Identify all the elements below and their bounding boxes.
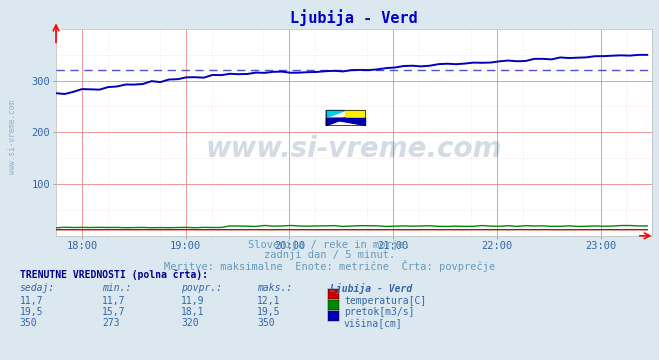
Text: 18,1: 18,1 [181, 307, 205, 317]
Text: 11,7: 11,7 [20, 296, 43, 306]
Text: sedaj:: sedaj: [20, 283, 55, 293]
Text: 273: 273 [102, 318, 120, 328]
Polygon shape [326, 118, 364, 125]
Text: 12,1: 12,1 [257, 296, 281, 306]
Polygon shape [326, 111, 345, 118]
Text: www.si-vreme.com: www.si-vreme.com [8, 100, 17, 174]
Polygon shape [326, 118, 345, 125]
Text: Slovenija / reke in morje.: Slovenija / reke in morje. [248, 240, 411, 251]
Text: višina[cm]: višina[cm] [344, 318, 403, 329]
Polygon shape [326, 118, 345, 125]
Text: 350: 350 [257, 318, 275, 328]
Text: 19,5: 19,5 [20, 307, 43, 317]
Text: Meritve: maksimalne  Enote: metrične  Črta: povprečje: Meritve: maksimalne Enote: metrične Črta… [164, 260, 495, 272]
Text: 320: 320 [181, 318, 199, 328]
Text: pretok[m3/s]: pretok[m3/s] [344, 307, 415, 317]
Title: Ljubija - Verd: Ljubija - Verd [291, 9, 418, 26]
Text: 11,7: 11,7 [102, 296, 126, 306]
Text: temperatura[C]: temperatura[C] [344, 296, 426, 306]
Text: TRENUTNE VREDNOSTI (polna črta):: TRENUTNE VREDNOSTI (polna črta): [20, 270, 208, 280]
Text: zadnji dan / 5 minut.: zadnji dan / 5 minut. [264, 250, 395, 260]
Text: min.:: min.: [102, 283, 132, 293]
Text: Ljubija - Verd: Ljubija - Verd [330, 283, 412, 294]
Polygon shape [326, 118, 345, 125]
Text: maks.:: maks.: [257, 283, 292, 293]
Polygon shape [345, 111, 364, 118]
Polygon shape [326, 118, 345, 125]
Text: 11,9: 11,9 [181, 296, 205, 306]
Text: povpr.:: povpr.: [181, 283, 222, 293]
Text: 15,7: 15,7 [102, 307, 126, 317]
Text: 19,5: 19,5 [257, 307, 281, 317]
Text: 350: 350 [20, 318, 38, 328]
Text: www.si-vreme.com: www.si-vreme.com [206, 135, 502, 163]
